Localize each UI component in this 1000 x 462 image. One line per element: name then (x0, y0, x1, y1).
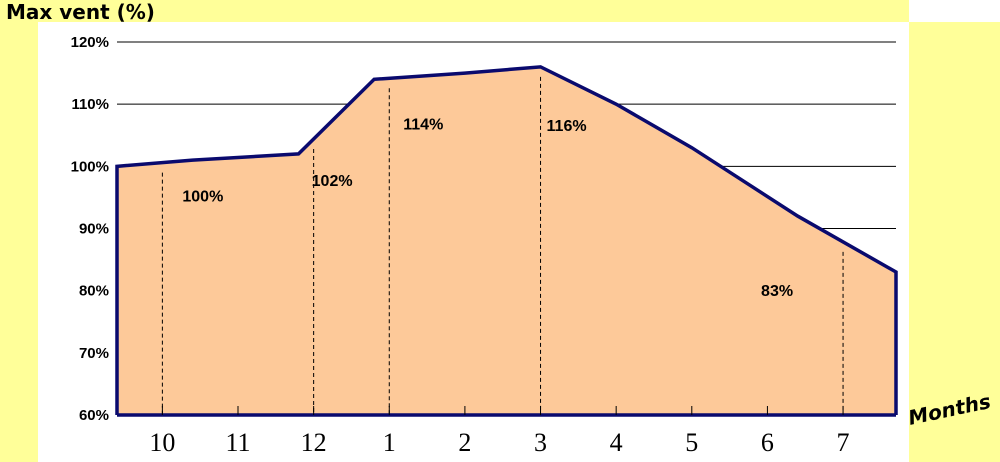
y-tick-label: 110% (71, 96, 109, 113)
x-tick-label: 3 (534, 428, 547, 457)
x-axis-label: Months (906, 389, 993, 430)
right-accent-band (909, 22, 1000, 462)
x-tick-label: 6 (761, 428, 774, 457)
data-label: 102% (312, 173, 353, 190)
data-label: 114% (403, 116, 443, 133)
y-tick-label: 120% (71, 34, 109, 51)
x-tick-label: 4 (610, 428, 623, 457)
drop-line-layer (161, 76, 844, 415)
x-tick-label: 5 (685, 428, 698, 457)
axis-layer: 60%70%80%90%100%110%120%10 11 12 1 2 3 4 5 6 7Mon… (71, 34, 993, 457)
area-fill (117, 66, 896, 415)
area-layer (115, 65, 898, 415)
data-label-layer: 100% 102% 114% 116% 83% (182, 116, 793, 300)
x-tick-label: 11 (225, 428, 250, 457)
x-tick-label: 12 (301, 428, 327, 457)
data-label: 116% (547, 118, 587, 135)
top-accent-band (0, 0, 1000, 22)
data-label: 100% (182, 188, 223, 205)
y-tick-label: 80% (79, 283, 109, 300)
x-tick-label: 10 (149, 428, 175, 457)
data-label: 83% (761, 283, 793, 300)
series-line (115, 65, 898, 415)
y-tick-label: 90% (79, 221, 109, 238)
top-right-white-block (909, 0, 1000, 22)
y-tick-label: 70% (79, 345, 109, 362)
y-tick-label: 60% (79, 407, 109, 424)
chart-title: Max vent (%) (6, 0, 155, 24)
left-accent-band (0, 0, 38, 462)
x-tick-label: 2 (458, 428, 471, 457)
y-tick-label: 100% (71, 158, 109, 175)
x-tick-label: 1 (383, 428, 396, 457)
x-tick-label: 7 (837, 428, 850, 457)
